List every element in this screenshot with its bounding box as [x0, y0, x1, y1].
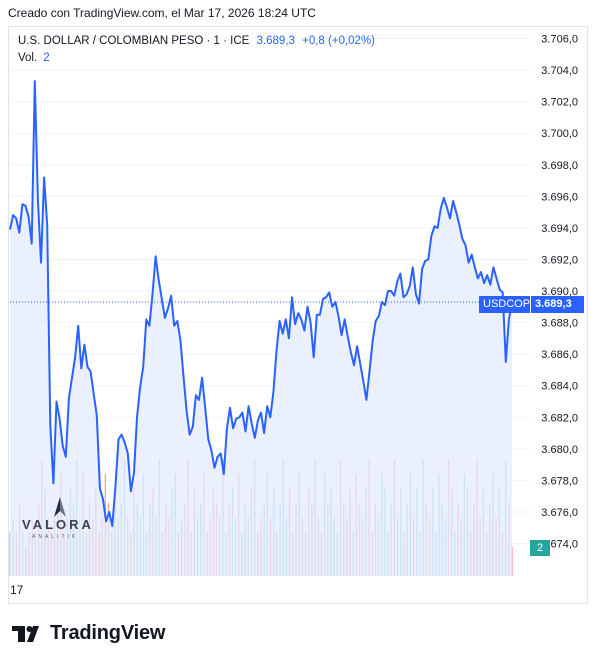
y-tick-label: 3.690,0 [541, 286, 578, 298]
y-tick-label: 3.682,0 [541, 412, 578, 424]
symbol-title: U.S. DOLLAR / COLOMBIAN PESO · 1 · ICE [18, 35, 250, 47]
volume-bar [511, 546, 513, 576]
x-tick-label: 17 [10, 583, 24, 597]
y-axis: 3.706,0 3.704,0 3.702,0 3.700,0 3.698,0 3.696… [541, 34, 578, 551]
y-tick-label: 3.706,0 [541, 34, 578, 46]
y-tick-label: 3.698,0 [541, 160, 578, 172]
y-tick-label: 3.704,0 [541, 65, 578, 77]
volume-value: 2 [43, 52, 50, 64]
last-price-tag: 3.689,3 [531, 296, 584, 313]
y-tick-label: 3.678,0 [541, 475, 578, 487]
y-tick-label: 3.684,0 [541, 381, 578, 393]
valora-watermark-logo: VALORA ANALITIK [20, 495, 100, 545]
watermark-sub: ANALITIK [32, 534, 79, 540]
y-tick-label: 3.702,0 [541, 97, 578, 109]
symbol-price-tag: USDCOP [479, 296, 530, 313]
y-tick-label: 3.674,0 [541, 539, 578, 551]
y-tick-label: 3.676,0 [541, 507, 578, 519]
y-tick-label: 3.680,0 [541, 444, 578, 456]
watermark-brand: VALORA [22, 517, 94, 532]
created-by-text: Creado con TradingView.com, el Mar 17, 2… [8, 6, 316, 20]
legend-change: +0,8 (+0,02%) [302, 35, 376, 47]
tradingview-wordmark: TradingView [50, 622, 166, 644]
volume-label: Vol. [18, 52, 38, 64]
tradingview-brand[interactable]: TradingView [12, 622, 165, 645]
y-tick-label: 3.686,0 [541, 349, 578, 361]
volume-tag: 2 [530, 540, 550, 556]
chart-legend: U.S. DOLLAR / COLOMBIAN PESO · 1 · ICE 3… [18, 35, 375, 47]
valora-logo-icon [54, 497, 66, 517]
y-tick-label: 3.694,0 [541, 223, 578, 235]
price-line [9, 80, 513, 528]
legend-price: 3.689,3 [256, 35, 295, 47]
y-tick-label: 3.688,0 [541, 318, 578, 330]
y-tick-label: 3.700,0 [541, 128, 578, 140]
y-tick-label: 3.692,0 [541, 254, 578, 266]
tradingview-logo-icon [12, 625, 39, 642]
volume-legend: Vol. 2 [18, 52, 50, 64]
y-tick-label: 3.696,0 [541, 191, 578, 203]
